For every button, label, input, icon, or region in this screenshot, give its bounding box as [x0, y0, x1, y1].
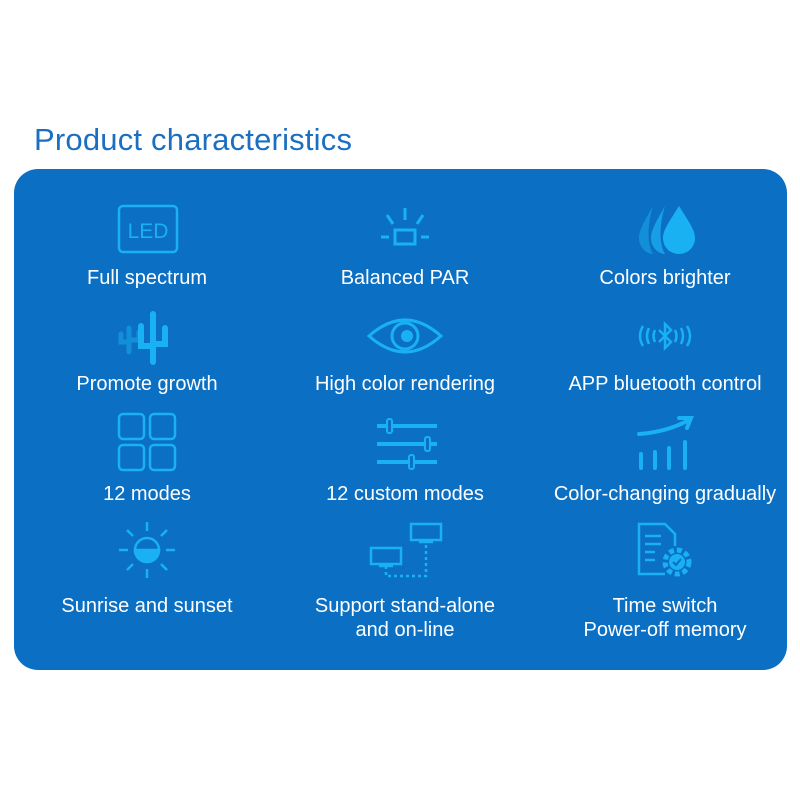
- grid-icon: [117, 412, 177, 472]
- drops-icon: [639, 206, 695, 254]
- led-icon: LED: [117, 204, 179, 254]
- feature-label: Promote growth: [76, 373, 218, 395]
- document-gear-icon: [637, 522, 692, 577]
- svg-text:LED: LED: [128, 220, 169, 243]
- feature-label: High color rendering: [314, 373, 496, 395]
- feature-label: 12 custom modes: [326, 483, 484, 505]
- feature-label: Balanced PAR: [340, 267, 470, 289]
- feature-label: Colors brighter: [599, 267, 731, 289]
- plant-icon: [118, 311, 168, 365]
- bluetooth-icon: [638, 320, 692, 352]
- chart-up-icon: [637, 416, 694, 470]
- feature-label: Color-changing gradually: [553, 483, 777, 505]
- light-icon: [381, 208, 429, 246]
- network-icon: [369, 522, 443, 578]
- feature-label-line2: Power-off memory: [583, 619, 747, 641]
- feature-label: Time switch: [612, 595, 718, 617]
- sliders-icon: [377, 418, 437, 470]
- sunrise-icon: [119, 522, 175, 578]
- eye-icon: [366, 318, 444, 354]
- page-title: Product characteristics: [34, 122, 353, 157]
- feature-label: Sunrise and sunset: [61, 595, 233, 617]
- feature-label: APP bluetooth control: [568, 373, 762, 395]
- feature-label: Full spectrum: [86, 267, 208, 289]
- feature-label: 12 modes: [103, 483, 191, 505]
- feature-label-line2: and on-line: [355, 619, 455, 641]
- feature-label: Support stand-alone: [314, 595, 496, 617]
